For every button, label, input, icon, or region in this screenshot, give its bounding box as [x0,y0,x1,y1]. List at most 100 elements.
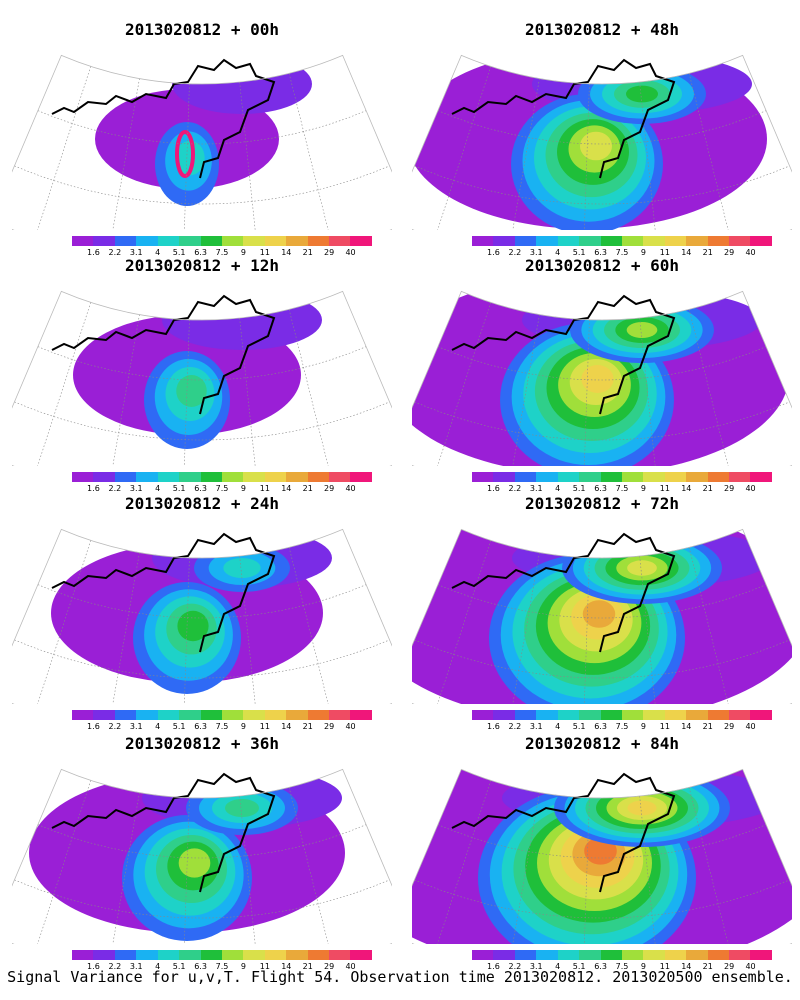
colorbar-swatch [350,950,372,960]
colorbar-tick-label: 40 [745,248,756,257]
variance-field [95,55,312,206]
colorbar-ticks: 1.6 2.2 3.1 4 5.1 6.3 7.5 9 11 14 21 29 40 [472,484,772,494]
panel-title: 2013020812 + 00h [124,20,280,39]
colorbar-swatch [264,950,287,960]
colorbar-tick-label: 40 [745,962,756,971]
colorbar-swatch [264,710,287,720]
colorbar-swatch [686,236,708,246]
colorbar-tick-label: 21 [302,962,313,971]
colorbar-tick-label: 2.2 [508,722,522,731]
colorbar-swatch [621,472,644,482]
coastline [451,532,676,653]
colorbar-swatch [307,710,330,720]
colorbar-tick-label: 5.1 [172,962,186,971]
colorbar-tick-label: 9 [240,722,246,731]
colorbar-tick-label: 29 [324,722,335,731]
panel-title: 2013020812 + 12h [124,256,280,275]
colorbar-tick-label: 1.6 [87,722,100,731]
colorbar-tick-label: 6.3 [194,248,207,257]
colorbar-tick-label: 21 [302,484,313,493]
forecast-panel: 2013020812 + 48h 1.6 2.2 3.1 4 5.1 6.3 7.5 9 11 14… [412,14,792,257]
polar-map [12,54,392,230]
forecast-panel: 2013020812 + 00h 1.6 2.2 3.1 4 5.1 6.3 7.5 9 11 14… [12,14,392,257]
colorbar-swatch [114,472,137,482]
colorbar-tick-label: 29 [724,484,735,493]
colorbar-swatch [286,236,308,246]
colorbar-tick-label: 11 [659,962,670,971]
colorbar-swatch [536,236,558,246]
panel-title: 2013020812 + 72h [524,494,680,513]
colorbar-swatch [157,950,180,960]
colorbar-tick-label: 4 [555,248,561,257]
colorbar-tick-label: 14 [281,962,292,971]
colorbar-tick-label: 2.2 [108,962,122,971]
colorbar-swatch [200,236,222,246]
colorbar-tick-label: 3.1 [129,248,143,257]
forecast-panel: 2013020812 + 36h 1.6 2.2 3.1 4 5.1 6.3 7.5 9 11 14… [12,728,392,971]
colorbar-tick-label: 9 [240,248,246,257]
colorbar-swatch [221,472,244,482]
colorbar-swatch [493,472,515,482]
colorbar-tick-label: 4 [155,722,161,731]
colorbar-swatch [307,472,330,482]
colorbar-tick-label: 14 [281,484,292,493]
colorbar-tick-label: 9 [240,962,246,971]
colorbar-tick-label: 3.1 [129,484,143,493]
polar-map [412,290,792,466]
colorbar-tick-label: 3.1 [129,722,143,731]
colorbar-tick-label: 3.1 [529,484,543,493]
colorbar [72,472,372,482]
colorbar-swatch [536,950,558,960]
colorbar-swatch [750,472,772,482]
colorbar-tick-label: 9 [640,484,646,493]
colorbar-swatch [264,472,287,482]
colorbar-tick-label: 14 [681,248,692,257]
colorbar-swatch [221,236,244,246]
colorbar-swatch [350,236,372,246]
colorbar-swatch [707,950,730,960]
colorbar-swatch [514,950,537,960]
colorbar-tick-label: 11 [259,722,270,731]
colorbar-swatch [536,710,558,720]
colorbar [472,950,772,960]
colorbar-tick-label: 5.1 [572,484,586,493]
colorbar-swatch [286,472,308,482]
colorbar-swatch [350,472,372,482]
colorbar-swatch [329,236,351,246]
colorbar-tick-label: 1.6 [87,962,100,971]
colorbar-tick-label: 7.5 [215,962,229,971]
coastline [51,772,276,893]
colorbar-swatch [557,472,580,482]
colorbar-swatch [329,710,351,720]
forecast-panel: 2013020812 + 84h 1.6 2.2 3.1 4 5.1 6.3 7.5 9 11 14… [412,728,792,971]
colorbar-tick-label: 9 [640,248,646,257]
colorbar-swatch [264,236,287,246]
colorbar-swatch [243,710,265,720]
colorbar-tick-label: 2.2 [508,248,522,257]
colorbar-swatch [200,950,222,960]
colorbar-tick-label: 29 [724,722,735,731]
colorbar-ticks: 1.6 2.2 3.1 4 5.1 6.3 7.5 9 11 14 21 29 40 [472,248,772,258]
colorbar-tick-label: 14 [681,484,692,493]
colorbar-tick-label: 3.1 [529,248,543,257]
colorbar-swatch [643,472,665,482]
colorbar-tick-label: 29 [324,484,335,493]
colorbar-tick-label: 9 [240,484,246,493]
colorbar-swatch [664,710,687,720]
colorbar-swatch [157,710,180,720]
map-boundary [412,768,792,944]
forecast-panel: 2013020812 + 12h 1.6 2.2 3.1 4 5.1 6.3 7.5 9 11 14… [12,250,392,493]
colorbar-swatch [493,710,515,720]
colorbar-tick-label: 5.1 [172,722,186,731]
map-graticule [14,780,390,944]
colorbar-tick-label: 4 [555,962,561,971]
map-graticule [414,302,790,466]
colorbar-tick-label: 1.6 [87,484,100,493]
colorbar-swatch [750,236,772,246]
colorbar-tick-label: 11 [259,248,270,257]
colorbar-tick-label: 5.1 [572,962,586,971]
colorbar-swatch [664,472,687,482]
colorbar-swatch [307,236,330,246]
colorbar-tick-label: 21 [702,962,713,971]
colorbar-swatch [493,950,515,960]
